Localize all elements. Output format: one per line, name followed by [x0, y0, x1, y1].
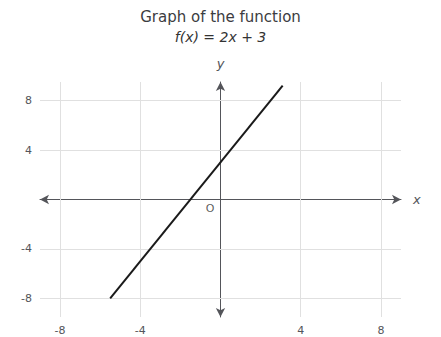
- svg-text:8: 8: [25, 94, 32, 107]
- svg-text:4: 4: [297, 324, 304, 337]
- svg-text:Graph of the function: Graph of the function: [140, 8, 301, 26]
- svg-text:8: 8: [377, 324, 384, 337]
- svg-text:-4: -4: [21, 242, 32, 255]
- svg-text:f(x) = 2x + 3: f(x) = 2x + 3: [175, 29, 267, 45]
- svg-text:4: 4: [25, 144, 32, 157]
- svg-text:O: O: [206, 202, 215, 215]
- svg-text:-4: -4: [135, 324, 146, 337]
- svg-text:x: x: [412, 192, 421, 207]
- svg-text:-8: -8: [55, 324, 66, 337]
- svg-text:-8: -8: [21, 292, 32, 305]
- svg-text:y: y: [216, 56, 225, 71]
